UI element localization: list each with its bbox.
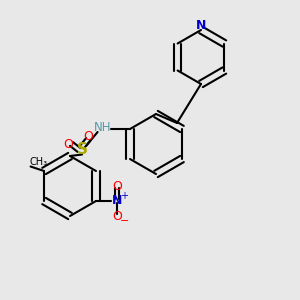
Text: N: N bbox=[196, 19, 206, 32]
Text: S: S bbox=[76, 142, 88, 158]
Text: N: N bbox=[112, 194, 122, 208]
Text: CH₃: CH₃ bbox=[29, 157, 47, 167]
Text: O: O bbox=[112, 209, 122, 223]
Text: −: − bbox=[120, 216, 129, 226]
Text: +: + bbox=[121, 190, 128, 201]
Text: O: O bbox=[83, 130, 93, 143]
Text: O: O bbox=[112, 179, 122, 193]
Text: O: O bbox=[64, 137, 74, 151]
Text: NH: NH bbox=[94, 121, 112, 134]
